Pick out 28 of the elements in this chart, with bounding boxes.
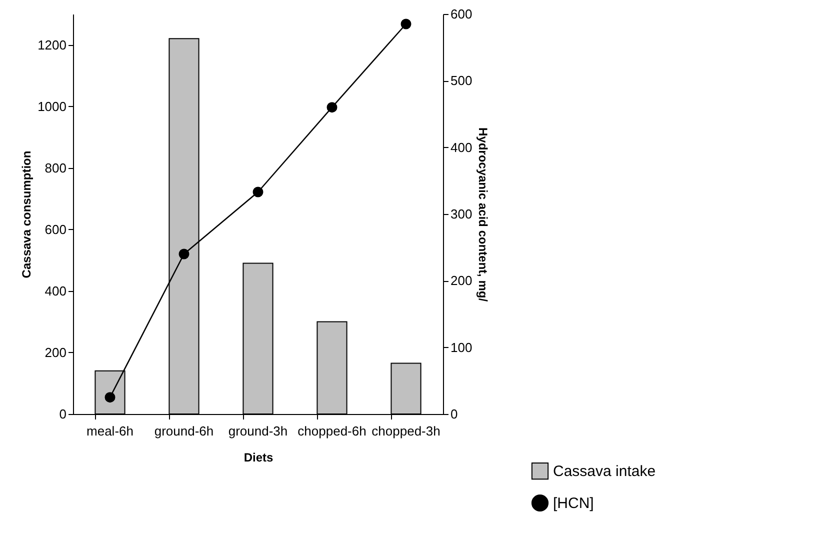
- y2-tick-label: 300: [450, 206, 472, 222]
- x-tick-label: chopped-6h: [298, 424, 366, 438]
- y-tick-label: 1000: [38, 98, 66, 114]
- y2-tick-label: 0: [450, 406, 458, 422]
- legend-label: [HCN]: [553, 495, 594, 512]
- y2-tick-label: 600: [450, 6, 472, 22]
- y2-tick-label: 500: [450, 73, 472, 88]
- x-tick-label: chopped-3h: [372, 424, 440, 438]
- y-tick-label: 600: [44, 222, 66, 237]
- y-tick-label: 200: [44, 344, 66, 360]
- legend-label: Cassava intake: [553, 463, 656, 480]
- y-tick-label: 400: [44, 283, 66, 298]
- y2-axis-title: Hydrocyanic acid content, mg/: [476, 127, 490, 302]
- y2-tick-label: 100: [450, 340, 472, 355]
- y-axis-title: Cassava consumption: [20, 150, 34, 278]
- point: [252, 186, 264, 198]
- y2-tick-label: 200: [450, 273, 472, 288]
- x-tick-label: meal-6h: [86, 424, 134, 438]
- point: [400, 18, 412, 30]
- x-axis-title: Diets: [244, 450, 274, 464]
- x-tick-label: ground-3h: [228, 424, 288, 438]
- y-tick-label: 0: [59, 406, 66, 422]
- x-tick-label: ground-6h: [154, 424, 214, 438]
- y-tick-label: 800: [44, 160, 66, 176]
- point: [326, 102, 338, 113]
- point: [178, 248, 190, 260]
- y-tick-label: 1200: [38, 37, 66, 52]
- y2-tick-label: 400: [450, 140, 472, 155]
